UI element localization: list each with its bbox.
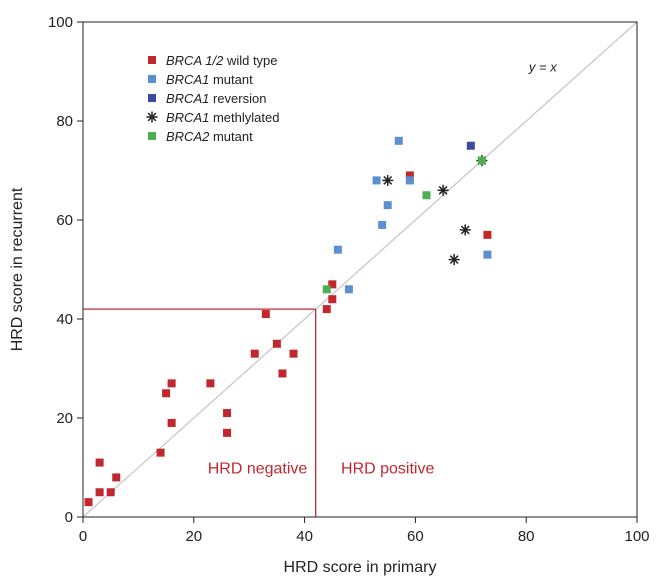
- hrd-negative-label: HRD negative: [208, 461, 308, 478]
- data-point-series-0: [328, 280, 337, 289]
- y-tick-label: 0: [65, 509, 73, 526]
- data-point-series-0: [261, 310, 270, 319]
- data-point-series-3-stroke: [438, 185, 448, 195]
- data-point-series-0: [278, 369, 287, 378]
- legend-label-italic: BRCA2: [166, 129, 210, 144]
- legend-marker-3: [146, 111, 158, 123]
- threshold-group: [83, 308, 317, 517]
- y-tick-label: 60: [56, 212, 73, 229]
- data-point-series-4: [477, 156, 486, 165]
- data-point-series-0: [483, 230, 492, 239]
- x-tick-label: 20: [185, 528, 202, 545]
- y-tick-label: 20: [56, 410, 73, 427]
- legend-label-rest: methlylated: [209, 110, 279, 125]
- legend-label-4: BRCA2 mutant: [166, 129, 253, 144]
- y-tick-label: 80: [56, 113, 73, 130]
- data-point-series-0: [95, 488, 104, 497]
- x-tick-label: 100: [624, 528, 649, 545]
- data-point-series-0: [322, 305, 331, 314]
- data-point-series-2: [466, 141, 475, 150]
- identity-line-group: [82, 21, 638, 518]
- legend-label-rest: mutant: [209, 129, 253, 144]
- legend-label-italic: BRCA 1/2: [166, 53, 224, 68]
- y-tick-label: 40: [56, 311, 73, 328]
- x-tick-label: 0: [79, 528, 87, 545]
- identity-line: [82, 21, 638, 518]
- legend-label-rest: mutant: [209, 72, 253, 87]
- data-point-series-1: [372, 176, 381, 185]
- data-point-series-1: [333, 245, 342, 254]
- data-points-group: [84, 136, 492, 507]
- data-point-series-0: [405, 171, 414, 180]
- data-point-series-0: [112, 473, 121, 482]
- y-tick-label: 100: [48, 14, 73, 31]
- x-tick-label: 80: [518, 528, 535, 545]
- axes-group: 0 20 40 60 80 100 0 20 40 60 80 100: [48, 14, 650, 545]
- identity-line-label: y = x: [528, 60, 557, 75]
- data-point-series-3: [448, 254, 460, 266]
- legend-label-2: BRCA1 reversion: [166, 91, 266, 106]
- data-point-series-0: [162, 389, 171, 398]
- x-tick-label: 40: [296, 528, 313, 545]
- data-point-series-0: [84, 498, 93, 507]
- data-point-series-0: [167, 418, 176, 427]
- data-point-series-3-stroke: [383, 175, 393, 185]
- data-point-series-0: [206, 379, 215, 388]
- data-point-series-3-stroke: [449, 255, 459, 265]
- data-point-series-0: [167, 379, 176, 388]
- legend-label-rest: wild type: [223, 53, 277, 68]
- data-point-series-4: [322, 285, 331, 294]
- legend-marker-4: [148, 132, 156, 140]
- data-point-series-3: [437, 184, 449, 196]
- data-point-series-3-stroke: [460, 225, 470, 235]
- data-point-series-1: [405, 176, 414, 185]
- hrd-positive-label: HRD positive: [341, 461, 434, 478]
- x-tick-label: 60: [407, 528, 424, 545]
- data-point-series-0: [223, 409, 232, 418]
- data-point-series-1: [378, 220, 387, 229]
- data-point-series-0: [95, 458, 104, 467]
- data-point-series-1: [344, 285, 353, 294]
- data-point-series-3: [459, 224, 471, 236]
- legend-marker-0: [148, 56, 156, 64]
- data-point-series-0: [156, 448, 165, 457]
- data-point-series-1: [483, 250, 492, 259]
- y-axis-title: HRD score in recurrent: [9, 187, 26, 351]
- data-point-series-0: [272, 339, 281, 348]
- legend-label-italic: BRCA1: [166, 110, 209, 125]
- legend-label-1: BRCA1 mutant: [166, 72, 253, 87]
- data-point-series-1: [394, 136, 403, 145]
- legend-label-italic: BRCA1: [166, 91, 209, 106]
- legend-label-3: BRCA1 methlylated: [166, 110, 279, 125]
- data-point-series-4: [422, 191, 431, 200]
- legend-marker-2: [148, 94, 156, 102]
- x-axis-title: HRD score in primary: [284, 559, 437, 576]
- data-point-series-1: [383, 201, 392, 210]
- data-point-series-3: [382, 174, 394, 186]
- legend-marker-3-stroke: [147, 112, 157, 122]
- data-point-series-0: [289, 349, 298, 358]
- legend-label-rest: reversion: [209, 91, 266, 106]
- legend-label-0: BRCA 1/2 wild type: [166, 53, 278, 68]
- data-point-series-0: [223, 428, 232, 437]
- legend-marker-1: [148, 75, 156, 83]
- plot-frame: [82, 21, 638, 518]
- data-point-series-0: [250, 349, 259, 358]
- data-point-series-0: [328, 295, 337, 304]
- legend-label-italic: BRCA1: [166, 72, 209, 87]
- data-point-series-0: [106, 488, 115, 497]
